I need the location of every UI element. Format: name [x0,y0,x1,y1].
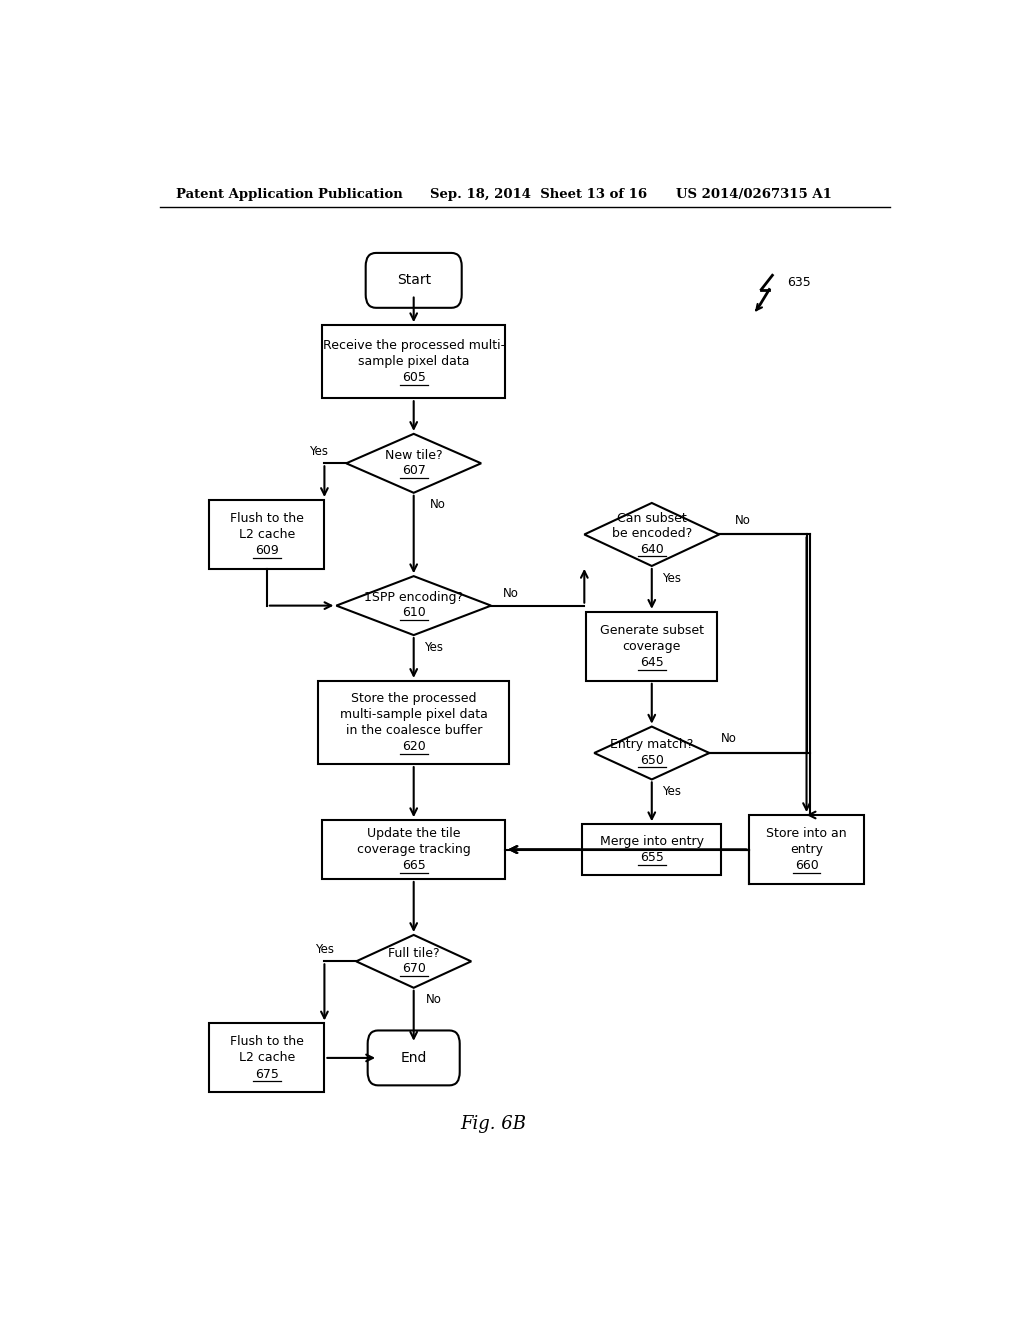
Bar [323,325,505,399]
Text: in the coalesce buffer: in the coalesce buffer [345,725,482,737]
Text: Entry match?: Entry match? [610,738,693,751]
Text: 1SPP encoding?: 1SPP encoding? [365,591,463,605]
Text: coverage: coverage [623,640,681,653]
Text: 620: 620 [401,741,426,754]
Text: be encoded?: be encoded? [611,528,692,540]
Text: No: No [426,994,441,1006]
Text: 640: 640 [640,543,664,556]
Text: 655: 655 [640,851,664,865]
Text: Flush to the: Flush to the [230,1035,304,1048]
Text: L2 cache: L2 cache [239,1052,295,1064]
Text: Sep. 18, 2014  Sheet 13 of 16: Sep. 18, 2014 Sheet 13 of 16 [430,189,647,202]
Text: Yes: Yes [663,572,681,585]
Text: sample pixel data: sample pixel data [358,355,469,368]
Text: Yes: Yes [663,785,681,799]
Text: 675: 675 [255,1068,279,1081]
Bar [323,820,505,879]
Text: 665: 665 [401,859,426,873]
Text: Merge into entry: Merge into entry [600,836,703,847]
Text: Yes: Yes [309,445,328,458]
Polygon shape [585,503,719,566]
Bar [209,1023,325,1093]
Text: No: No [735,513,751,527]
Text: Flush to the: Flush to the [230,512,304,525]
Text: L2 cache: L2 cache [239,528,295,541]
Text: Yes: Yes [424,640,443,653]
Text: 607: 607 [401,463,426,477]
Text: Store into an: Store into an [766,826,847,840]
Text: Can subset: Can subset [616,512,687,525]
Text: 645: 645 [640,656,664,669]
Text: Update the tile: Update the tile [367,826,461,840]
Text: No: No [721,733,737,746]
Text: No: No [503,587,519,599]
Text: coverage tracking: coverage tracking [356,843,471,857]
Text: US 2014/0267315 A1: US 2014/0267315 A1 [676,189,831,202]
Text: Generate subset: Generate subset [600,623,703,636]
Text: multi-sample pixel data: multi-sample pixel data [340,708,487,721]
FancyBboxPatch shape [368,1031,460,1085]
Text: Yes: Yes [315,942,334,956]
Bar [749,814,864,884]
Text: Fig. 6B: Fig. 6B [460,1115,526,1133]
Polygon shape [346,434,481,492]
Text: Store the processed: Store the processed [351,692,476,705]
Polygon shape [594,726,710,779]
Polygon shape [356,935,471,987]
Polygon shape [336,576,492,635]
Text: 670: 670 [401,962,426,975]
Text: End: End [400,1051,427,1065]
Bar [583,824,721,875]
Text: 650: 650 [640,754,664,767]
Text: Full tile?: Full tile? [388,946,439,960]
Text: Receive the processed multi-: Receive the processed multi- [323,339,505,352]
Text: 660: 660 [795,859,818,873]
Bar [209,500,325,569]
Text: Start: Start [396,273,431,288]
Text: 635: 635 [786,276,810,289]
Bar [587,611,717,681]
Text: New tile?: New tile? [385,449,442,462]
Text: Patent Application Publication: Patent Application Publication [176,189,402,202]
Text: 610: 610 [401,606,426,619]
Text: 609: 609 [255,544,279,557]
Bar [318,681,509,764]
FancyBboxPatch shape [366,253,462,308]
Text: No: No [429,499,445,511]
Text: entry: entry [791,843,823,857]
Text: 605: 605 [401,371,426,384]
